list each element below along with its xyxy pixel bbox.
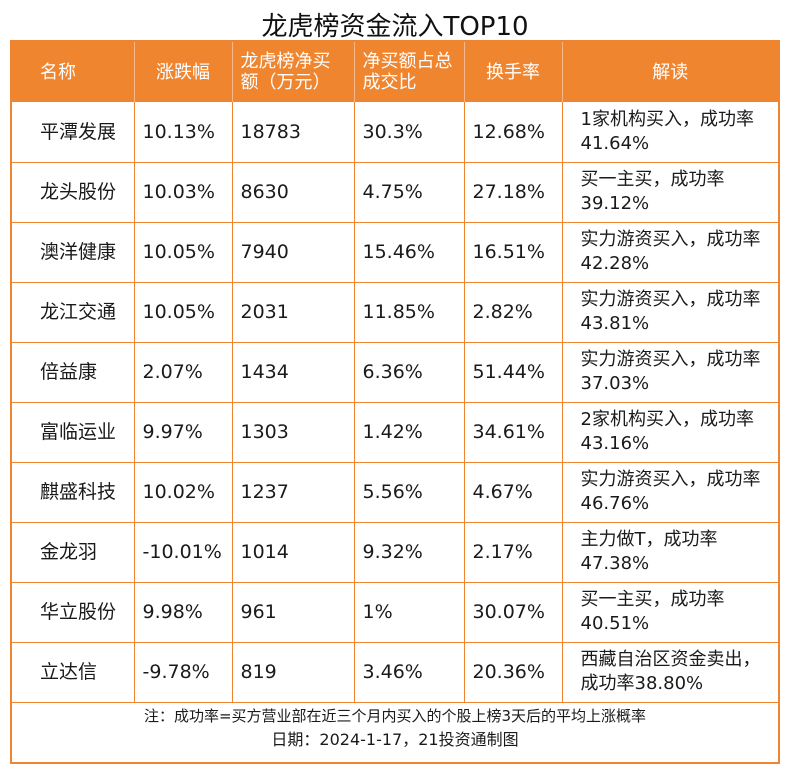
cell-name: 平潭发展 <box>12 102 135 163</box>
cell-change: 10.03% <box>134 162 233 223</box>
cell-net-buy: 8630 <box>232 162 355 223</box>
header-note: 解读 <box>652 61 689 83</box>
table-row: 龙江交通 10.05% 2031 11.85% 2.82% 实力游资买入，成功率43.81… <box>12 282 778 343</box>
footer-date: 日期：2024-1-17，21投资通制图 <box>271 730 519 749</box>
cell-note: 买一主买，成功率39.12% <box>562 162 778 223</box>
cell-net-buy: 1014 <box>232 522 355 583</box>
cell-turnover: 20.36% <box>464 642 563 703</box>
cell-change: 10.02% <box>134 462 233 523</box>
cell-note: 买一主买，成功率40.51% <box>562 582 778 643</box>
table-row: 华立股份 9.98% 961 1% 30.07% 买一主买，成功率40.51% <box>12 582 778 643</box>
header-ratio: 净买额占总成交比 <box>354 42 465 102</box>
cell-name: 立达信 <box>12 642 135 703</box>
table-row: 富临运业 9.97% 1303 1.42% 34.61% 2家机构买入，成功率43.16% <box>12 402 778 463</box>
cell-ratio: 3.46% <box>354 642 465 703</box>
cell-net-buy: 2031 <box>232 282 355 343</box>
table-row: 澳洋健康 10.05% 7940 15.46% 16.51% 实力游资买入，成功率42.2… <box>12 222 778 283</box>
cell-net-buy: 961 <box>232 582 355 643</box>
cell-net-buy: 1237 <box>232 462 355 523</box>
cell-turnover: 12.68% <box>464 102 563 163</box>
cell-note: 实力游资买入，成功率43.81% <box>562 282 778 343</box>
cell-note: 1家机构买入，成功率41.64% <box>562 102 778 163</box>
footer-note: 注：成功率=买方营业部在近三个月内买入的个股上榜3天后的平均上涨概率 <box>143 707 647 725</box>
cell-ratio: 1% <box>354 582 465 643</box>
cell-turnover: 51.44% <box>464 342 563 403</box>
cell-net-buy: 18783 <box>232 102 355 163</box>
footer: 注：成功率=买方营业部在近三个月内买入的个股上榜3天后的平均上涨概率 日期：20… <box>12 704 778 752</box>
cell-turnover: 27.18% <box>464 162 563 223</box>
table-row: 平潭发展 10.13% 18783 30.3% 12.68% 1家机构买入，成功率41.6… <box>12 102 778 163</box>
cell-change: 10.13% <box>134 102 233 163</box>
cell-turnover: 2.17% <box>464 522 563 583</box>
table-row: 倍益康 2.07% 1434 6.36% 51.44% 实力游资买入，成功率37.03% <box>12 342 778 403</box>
cell-name: 澳洋健康 <box>12 222 135 283</box>
cell-ratio: 5.56% <box>354 462 465 523</box>
cell-change: 9.98% <box>134 582 233 643</box>
cell-net-buy: 819 <box>232 642 355 703</box>
cell-ratio: 15.46% <box>354 222 465 283</box>
cell-change: -9.78% <box>134 642 233 703</box>
table-header-row: 名称 涨跌幅 龙虎榜净买额（万元） 净买额占总成交比 换手率 解读 <box>12 42 778 102</box>
fund-inflow-table: 名称 涨跌幅 龙虎榜净买额（万元） 净买额占总成交比 换手率 解读 平潭发展 10… <box>12 42 778 703</box>
cell-change: 2.07% <box>134 342 233 403</box>
cell-name: 龙头股份 <box>12 162 135 223</box>
cell-turnover: 34.61% <box>464 402 563 463</box>
cell-net-buy: 1303 <box>232 402 355 463</box>
table-row: 金龙羽 -10.01% 1014 9.32% 2.17% 主力做T，成功率47.38% <box>12 522 778 583</box>
cell-name: 富临运业 <box>12 402 135 463</box>
cell-change: -10.01% <box>134 522 233 583</box>
cell-net-buy: 1434 <box>232 342 355 403</box>
cell-note: 实力游资买入，成功率37.03% <box>562 342 778 403</box>
cell-turnover: 30.07% <box>464 582 563 643</box>
cell-note: 2家机构买入，成功率43.16% <box>562 402 778 463</box>
cell-ratio: 4.75% <box>354 162 465 223</box>
page-title: 龙虎榜资金流入TOP10 <box>261 12 529 42</box>
cell-note: 实力游资买入，成功率42.28% <box>562 222 778 283</box>
table-row: 麒盛科技 10.02% 1237 5.56% 4.67% 实力游资买入，成功率46.76% <box>12 462 778 523</box>
table-row: 龙头股份 10.03% 8630 4.75% 27.18% 买一主买，成功率39.12% <box>12 162 778 223</box>
cell-change: 9.97% <box>134 402 233 463</box>
cell-name: 龙江交通 <box>12 282 135 343</box>
header-change: 涨跌幅 <box>134 42 233 102</box>
cell-note: 主力做T，成功率47.38% <box>562 522 778 583</box>
cell-ratio: 1.42% <box>354 402 465 463</box>
cell-note: 西藏自治区资金卖出，成功率38.80% <box>562 642 778 703</box>
cell-ratio: 30.3% <box>354 102 465 163</box>
cell-change: 10.05% <box>134 282 233 343</box>
cell-name: 金龙羽 <box>12 522 135 583</box>
cell-name: 麒盛科技 <box>12 462 135 523</box>
cell-net-buy: 7940 <box>232 222 355 283</box>
header-turnover: 换手率 <box>464 42 563 102</box>
cell-ratio: 9.32% <box>354 522 465 583</box>
cell-turnover: 2.82% <box>464 282 563 343</box>
cell-change: 10.05% <box>134 222 233 283</box>
cell-name: 华立股份 <box>12 582 135 643</box>
cell-ratio: 6.36% <box>354 342 465 403</box>
cell-turnover: 4.67% <box>464 462 563 523</box>
cell-turnover: 16.51% <box>464 222 563 283</box>
cell-note: 实力游资买入，成功率46.76% <box>562 462 778 523</box>
table-row: 立达信 -9.78% 819 3.46% 20.36% 西藏自治区资金卖出，成功率38.8… <box>12 642 778 703</box>
cell-name: 倍益康 <box>12 342 135 403</box>
header-net-buy: 龙虎榜净买额（万元） <box>232 42 355 102</box>
cell-ratio: 11.85% <box>354 282 465 343</box>
header-name: 名称 <box>12 42 135 102</box>
table-frame: 名称 涨跌幅 龙虎榜净买额（万元） 净买额占总成交比 换手率 解读 平潭发展 10… <box>10 40 780 764</box>
